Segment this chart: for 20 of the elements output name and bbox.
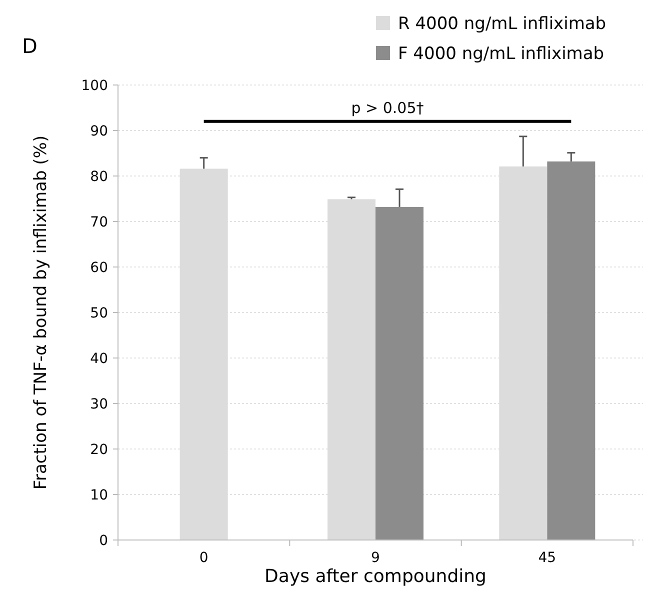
y-tick-label: 30 bbox=[90, 396, 108, 412]
y-tick-label: 60 bbox=[90, 260, 108, 276]
x-tick-label: 45 bbox=[538, 550, 556, 566]
y-tick-label: 20 bbox=[90, 442, 108, 458]
x-tick-label: 0 bbox=[199, 550, 208, 566]
y-tick-label: 0 bbox=[99, 532, 108, 549]
y-tick-label: 100 bbox=[81, 78, 108, 94]
annotation: p > 0.05† bbox=[351, 99, 424, 118]
y-tick-label: 10 bbox=[90, 487, 108, 504]
x-tick-label: 9 bbox=[371, 550, 380, 566]
text: D bbox=[22, 34, 38, 58]
y-axis-title: Fraction of TNF-α bound by infliximab (%) bbox=[31, 135, 51, 490]
y-tick-label: 90 bbox=[90, 123, 108, 140]
legend-label: F 4000 ng/mL infliximab bbox=[398, 44, 604, 64]
y-tick-label: 70 bbox=[90, 214, 108, 230]
legend-label: R 4000 ng/mL infliximab bbox=[398, 14, 606, 34]
y-tick-label: 80 bbox=[90, 168, 108, 185]
y-tick-label: 40 bbox=[90, 350, 108, 367]
x-axis-title: Days after compounding bbox=[264, 566, 486, 587]
y-tick-label: 50 bbox=[90, 305, 108, 322]
